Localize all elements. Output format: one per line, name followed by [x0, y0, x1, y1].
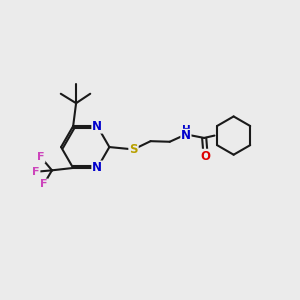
Text: N: N: [181, 129, 191, 142]
Text: F: F: [40, 179, 47, 190]
Text: N: N: [92, 161, 102, 175]
Text: N: N: [92, 120, 102, 133]
Text: F: F: [37, 152, 44, 162]
Text: H: H: [182, 125, 190, 135]
Text: F: F: [32, 167, 40, 177]
Text: S: S: [129, 143, 138, 156]
Text: O: O: [201, 150, 211, 163]
